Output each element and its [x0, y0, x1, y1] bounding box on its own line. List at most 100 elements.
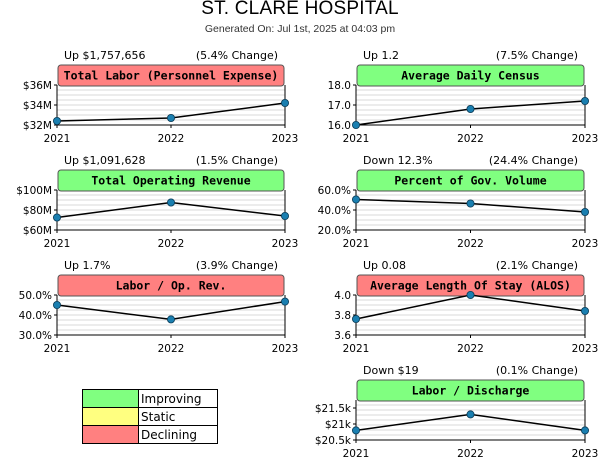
data-point — [166, 198, 175, 207]
y-tick-label: $34M — [23, 100, 52, 112]
data-point — [53, 300, 62, 309]
legend-swatch — [83, 390, 139, 407]
data-point — [581, 426, 590, 435]
y-tick-label: $80M — [23, 205, 52, 217]
data-point — [280, 297, 289, 306]
x-tick-label: 2022 — [158, 133, 185, 145]
x-tick-label: 2022 — [158, 238, 185, 250]
y-tick-label: $21.5k — [315, 403, 352, 415]
x-tick-label: 2021 — [44, 343, 71, 355]
y-tick-label: 60.0% — [318, 185, 351, 197]
legend-label: Static — [141, 409, 176, 424]
data-point — [581, 306, 590, 315]
change-amount: Up 1.7% — [64, 259, 110, 272]
legend-item-static: Static — [83, 408, 217, 426]
legend-label: Improving — [141, 391, 202, 406]
y-tick-label: 3.8 — [334, 310, 351, 322]
change-amount: Down $19 — [363, 364, 419, 377]
change-amount: Up 1.2 — [363, 49, 399, 62]
x-tick-label: 2022 — [158, 343, 185, 355]
y-tick-label: 30.0% — [19, 330, 52, 342]
change-percent: (2.1% Change) — [496, 259, 578, 272]
chart-title: Percent of Gov. Volume — [394, 174, 546, 188]
data-point — [280, 211, 289, 220]
change-percent: (7.5% Change) — [496, 49, 578, 62]
title-banner — [57, 64, 285, 87]
change-amount: Up 0.08 — [363, 259, 406, 272]
title-banner — [356, 169, 585, 192]
chart-total-operating-revenue: Up $1,091,628 (1.5% Change)$100M$80M$60M2… — [16, 154, 298, 250]
y-tick-label: $36M — [23, 80, 52, 92]
data-point — [581, 207, 590, 216]
data-point — [466, 105, 475, 114]
x-tick-label: 2022 — [457, 133, 484, 145]
y-tick-label: 50.0% — [19, 290, 52, 302]
x-tick-label: 2023 — [272, 343, 299, 355]
x-tick-label: 2021 — [44, 238, 71, 250]
chart-labor-op-rev: Up 1.7% (3.9% Change) 50.0% 40.0% 30.0%2021 2… — [19, 259, 299, 355]
y-tick-label: $32M — [23, 120, 52, 132]
change-amount: Up $1,091,628 — [64, 154, 146, 167]
y-tick-label: 3.6 — [334, 330, 351, 342]
chart-title: Average Length Of Stay (ALOS) — [370, 279, 571, 293]
data-point — [53, 117, 62, 126]
title-banner — [356, 379, 585, 402]
title-banner — [57, 274, 285, 297]
data-point — [351, 314, 360, 323]
data-point — [466, 199, 475, 208]
chart-total-labor-personnel-expense: Up $1,757,656 (5.4% Change)$36M$34M$32M20… — [23, 49, 298, 145]
x-tick-label: 2021 — [44, 133, 71, 145]
y-tick-label: 16.0 — [328, 120, 351, 132]
y-tick-label: $21k — [325, 419, 352, 431]
x-tick-label: 2023 — [272, 238, 299, 250]
x-tick-label: 2023 — [272, 133, 299, 145]
y-tick-label: $20.5k — [315, 435, 352, 447]
legend-item-improving: Improving — [83, 390, 217, 408]
x-tick-label: 2021 — [343, 133, 370, 145]
change-percent: (5.4% Change) — [196, 49, 278, 62]
chart-title: Labor / Op. Rev. — [116, 279, 227, 293]
data-point — [351, 121, 360, 130]
y-tick-label: 4.0 — [334, 290, 351, 302]
generated-timestamp: Generated On: Jul 1st, 2025 at 04:03 pm — [204, 23, 396, 35]
y-tick-label: $100M — [16, 185, 52, 197]
title-banner — [57, 169, 285, 192]
chart-title: Average Daily Census — [401, 69, 539, 83]
y-tick-label: 18.0 — [328, 80, 351, 92]
x-tick-label: 2021 — [343, 238, 370, 250]
change-amount: Up $1,757,656 — [64, 49, 146, 62]
x-tick-label: 2023 — [572, 448, 599, 460]
y-tick-label: $60M — [23, 225, 52, 237]
x-tick-label: 2023 — [572, 343, 599, 355]
data-point — [351, 426, 360, 435]
data-point — [466, 290, 475, 299]
data-point — [466, 410, 475, 419]
y-tick-label: 17.0 — [328, 100, 351, 112]
data-point — [53, 213, 62, 222]
x-tick-label: 2022 — [457, 238, 484, 250]
x-tick-label: 2021 — [343, 448, 370, 460]
title-banner — [356, 64, 585, 87]
legend-item-declining: Declining — [83, 426, 217, 443]
legend-swatch — [83, 408, 139, 425]
status-legend: Improving Static Declining — [82, 389, 218, 444]
y-tick-label: 40.0% — [19, 310, 52, 322]
y-tick-label: 20.0% — [318, 225, 351, 237]
legend-label: Declining — [141, 427, 198, 442]
legend-swatch — [83, 426, 139, 443]
chart-title: Labor / Discharge — [412, 384, 530, 398]
x-tick-label: 2021 — [343, 343, 370, 355]
data-point — [166, 315, 175, 324]
x-tick-label: 2022 — [457, 448, 484, 460]
chart-percent-of-gov-volume: Down 12.3% (24.4% Change)60.0%40.0%20.0%2… — [318, 154, 599, 250]
change-percent: (0.1% Change) — [496, 364, 578, 377]
chart-labor-discharge: Down $19 (0.1% Change)$21.5k$21k$20.5k202… — [315, 364, 599, 460]
x-tick-label: 2023 — [572, 133, 599, 145]
y-tick-label: 40.0% — [318, 205, 351, 217]
change-percent: (24.4% Change) — [489, 154, 578, 167]
data-point — [166, 114, 175, 123]
x-tick-label: 2023 — [572, 238, 599, 250]
